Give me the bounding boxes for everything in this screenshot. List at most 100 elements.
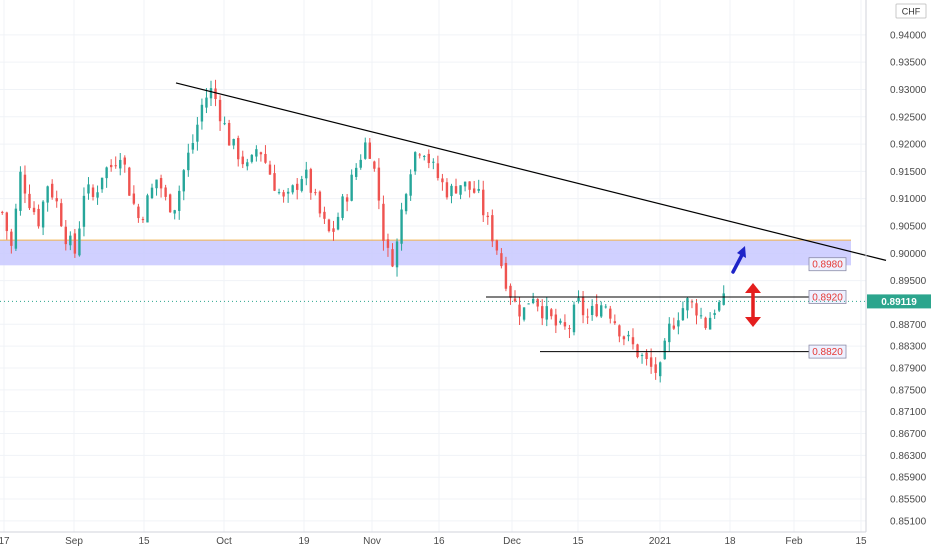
- candle-body: [463, 181, 467, 187]
- candle-body: [264, 153, 267, 163]
- candle-body: [391, 249, 394, 267]
- time-tick-label: 17: [0, 536, 10, 547]
- candle-body: [482, 189, 485, 216]
- candle-body: [218, 99, 222, 122]
- candle-body: [545, 306, 548, 320]
- candle-body: [305, 169, 308, 179]
- candle-body: [559, 320, 562, 323]
- time-tick-label: 2021: [649, 536, 672, 547]
- price-tick-label: 0.91000: [890, 194, 927, 205]
- candle-body: [531, 298, 535, 303]
- candle-body: [436, 163, 440, 179]
- candle-body: [713, 313, 716, 315]
- price-tick-label: 0.91500: [890, 167, 927, 178]
- current-price-tag: [867, 294, 931, 309]
- candle-body: [137, 206, 140, 219]
- candle-body: [55, 198, 58, 202]
- candle-body: [509, 285, 512, 298]
- candle-body: [345, 197, 349, 202]
- candle-body: [146, 195, 149, 223]
- candle-body: [586, 316, 589, 318]
- price-tick-label: 0.92500: [890, 112, 927, 123]
- candle-body: [41, 201, 45, 228]
- candle-body: [159, 178, 163, 189]
- price-tick-label: 0.88700: [890, 320, 927, 331]
- candle-body: [323, 211, 326, 219]
- candle-body: [105, 167, 108, 179]
- resistance-zone-band: [0, 240, 851, 266]
- price-tick-label: 0.85500: [890, 495, 927, 506]
- candle-body: [368, 142, 372, 159]
- candle-body: [286, 191, 290, 194]
- candle-body: [654, 364, 657, 373]
- time-tick-label: Dec: [503, 536, 521, 547]
- currency-box[interactable]: [895, 3, 927, 19]
- candle-body: [91, 187, 95, 197]
- candle-body: [32, 207, 36, 213]
- candle-body: [223, 123, 226, 125]
- chart-grid: [0, 0, 866, 532]
- candle-body: [636, 344, 639, 358]
- candle-body: [164, 187, 167, 197]
- resistance-zone: [0, 239, 851, 266]
- candle-body: [209, 88, 213, 99]
- price-axis: 0.94000 0.93500 0.93000 0.92500 0.92000 0.915…: [865, 0, 931, 532]
- candle-body: [50, 183, 54, 198]
- price-tick-label: 0.87900: [890, 363, 927, 374]
- candle-body: [627, 334, 630, 337]
- candle-body: [309, 169, 313, 193]
- candle-body: [622, 336, 626, 340]
- candle-body: [1, 211, 4, 213]
- candle-body: [14, 208, 18, 249]
- candle-body: [10, 231, 13, 246]
- candle-body: [690, 301, 694, 303]
- candle-body: [618, 325, 621, 337]
- candle-body: [395, 241, 399, 268]
- candle-body: [237, 137, 240, 160]
- candle-body: [581, 296, 585, 316]
- candle-body: [73, 233, 77, 254]
- candle-body: [350, 174, 353, 201]
- candle-body: [491, 215, 494, 242]
- price-tick-label: 0.88300: [890, 342, 927, 353]
- candle-body: [300, 179, 303, 191]
- candle-body: [141, 219, 145, 221]
- candle-body: [109, 164, 113, 168]
- candle-body: [477, 188, 480, 191]
- price-tick-label: 0.93500: [890, 58, 927, 69]
- price-tick-label: 0.85100: [890, 516, 927, 527]
- candle-body: [604, 306, 607, 308]
- candle-body: [37, 208, 40, 227]
- level-label-text: 0.8820: [812, 347, 843, 358]
- price-tick-label: 0.90000: [890, 249, 927, 260]
- candle-body: [19, 171, 22, 211]
- candle-body: [686, 298, 689, 311]
- price-tick-label: 0.86300: [890, 451, 927, 462]
- candle-body: [250, 154, 254, 162]
- candle-body: [60, 203, 63, 227]
- candle-body: [609, 308, 612, 319]
- candle-body: [649, 357, 653, 367]
- price-tick-label: 0.92000: [890, 140, 927, 151]
- candle-body: [205, 97, 208, 108]
- candle-body: [577, 297, 580, 302]
- candle-body: [677, 320, 680, 327]
- candle-body: [196, 124, 199, 142]
- candle-body: [173, 210, 176, 214]
- candle-body: [522, 307, 526, 320]
- candle-body: [150, 187, 154, 199]
- candle-body: [377, 167, 381, 201]
- level-label-box: [808, 257, 847, 272]
- candle-body: [645, 352, 648, 360]
- time-tick-label: 15: [138, 536, 150, 547]
- range-arrow-head-down: [745, 317, 761, 327]
- candle-body: [155, 179, 158, 189]
- candle-body: [168, 194, 172, 213]
- candle-body: [450, 185, 453, 197]
- candle-body: [87, 184, 90, 194]
- candle-body: [495, 240, 499, 251]
- candle-body: [178, 190, 181, 211]
- candle-body: [296, 183, 299, 190]
- time-tick-label: 18: [724, 536, 736, 547]
